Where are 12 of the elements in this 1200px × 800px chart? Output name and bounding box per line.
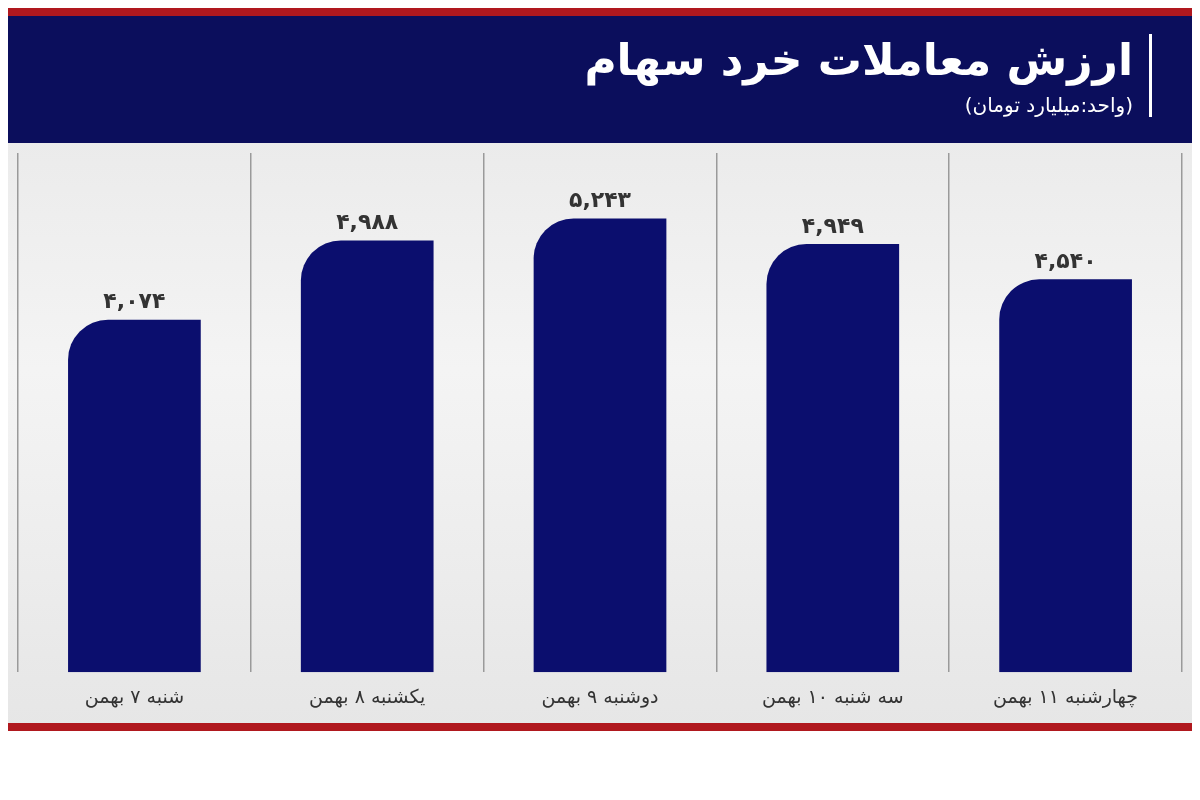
data-label: ۴,۹۴۹ [801,212,864,238]
x-tick-label: دوشنبه ۹ بهمن [541,684,659,708]
chart-title: ارزش معاملات خرد سهام [583,34,1133,85]
chart-subtitle: (واحد:میلیارد تومان) [963,93,1133,117]
data-label: ۴,۵۴۰ [1034,248,1097,274]
data-label: ۵,۲۴۳ [568,187,632,213]
data-label: ۴,۹۸۸ [336,209,399,235]
x-tick-label: شنبه ۷ بهمن [84,684,185,708]
data-label: ۴,۰۷۴ [103,288,166,314]
x-tick-label: یکشنبه ۸ بهمن [309,684,426,708]
x-tick-label: سه شنبه ۱۰ بهمن [761,684,904,708]
x-tick-label: چهارشنبه ۱۱ بهمن [993,684,1139,708]
